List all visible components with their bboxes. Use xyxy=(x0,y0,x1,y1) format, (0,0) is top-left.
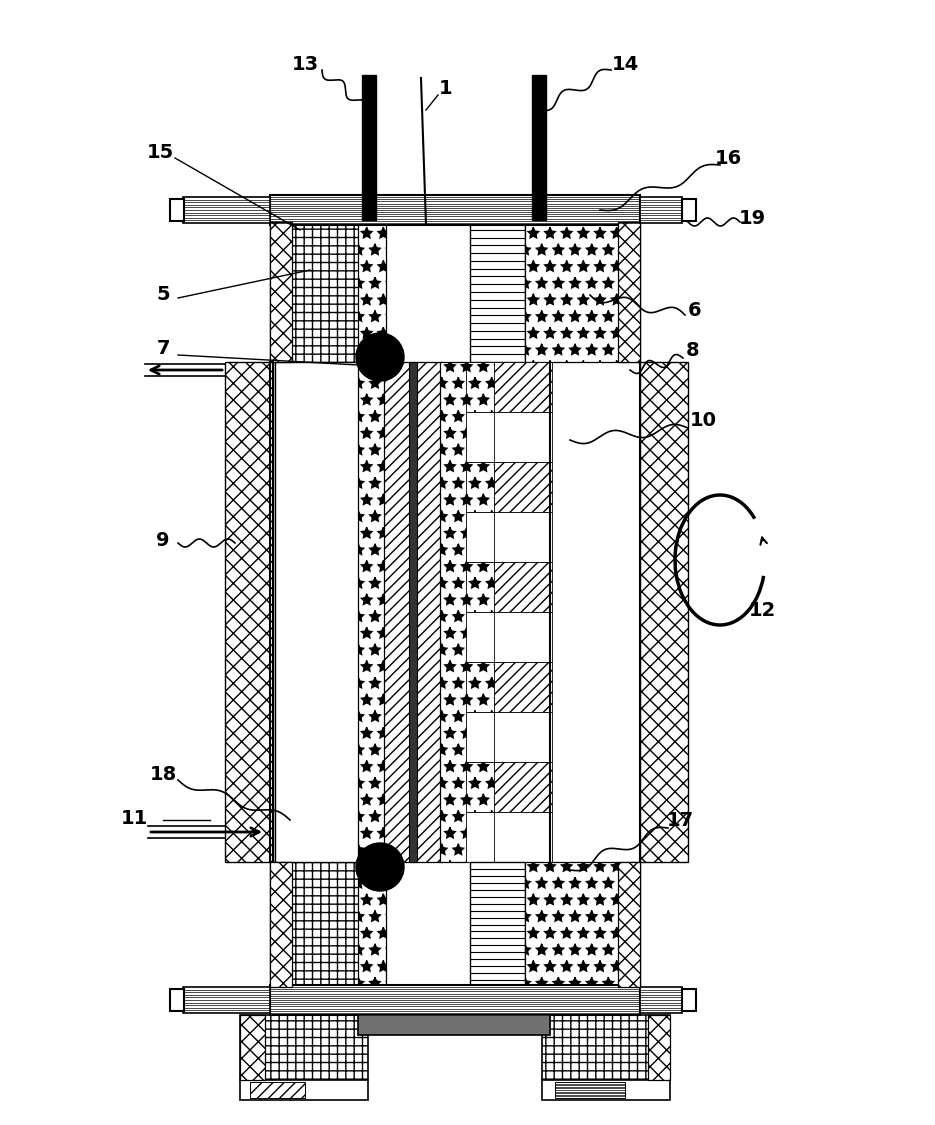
Bar xyxy=(270,986,640,1015)
Bar xyxy=(466,712,496,762)
Bar xyxy=(170,989,184,1011)
Bar xyxy=(648,1015,670,1080)
Bar xyxy=(358,1015,550,1035)
Bar xyxy=(183,197,270,223)
Bar xyxy=(466,412,496,462)
Bar xyxy=(270,862,292,987)
Bar xyxy=(240,1080,368,1100)
Bar xyxy=(618,862,640,987)
Circle shape xyxy=(356,843,404,891)
Bar xyxy=(358,222,386,362)
Bar xyxy=(494,512,552,562)
Bar xyxy=(270,362,273,862)
Text: 16: 16 xyxy=(714,148,741,168)
Bar xyxy=(494,562,552,612)
Text: 11: 11 xyxy=(121,809,148,828)
Text: 10: 10 xyxy=(690,411,717,430)
Bar xyxy=(494,412,552,462)
Bar xyxy=(494,362,552,412)
Bar xyxy=(240,1015,368,1080)
Bar xyxy=(555,1082,625,1098)
Text: 1: 1 xyxy=(439,79,453,98)
Bar xyxy=(494,712,552,762)
Bar xyxy=(240,1015,265,1080)
Bar xyxy=(466,662,496,712)
Text: 12: 12 xyxy=(748,601,776,620)
Bar xyxy=(640,987,682,1012)
Text: 7: 7 xyxy=(156,339,170,358)
Bar xyxy=(225,362,273,862)
Bar xyxy=(358,862,386,987)
Bar xyxy=(542,1015,670,1080)
Bar xyxy=(270,222,292,362)
Bar xyxy=(470,222,525,362)
Bar xyxy=(170,199,184,221)
Bar xyxy=(532,75,546,220)
Bar xyxy=(494,812,552,862)
Bar xyxy=(466,612,496,661)
Bar xyxy=(270,195,640,225)
Text: 8: 8 xyxy=(686,341,699,360)
Bar xyxy=(542,1080,670,1100)
Bar xyxy=(183,987,270,1012)
Text: 9: 9 xyxy=(156,531,170,549)
Bar xyxy=(470,862,525,987)
Bar xyxy=(440,362,468,862)
Bar xyxy=(466,462,496,512)
Bar xyxy=(466,812,496,862)
Bar xyxy=(270,222,360,362)
Text: 6: 6 xyxy=(688,300,702,319)
Bar xyxy=(409,362,417,862)
Bar xyxy=(362,75,376,220)
Bar xyxy=(640,362,688,862)
Bar xyxy=(270,862,360,987)
Bar xyxy=(250,1082,305,1098)
Bar xyxy=(494,762,552,812)
Circle shape xyxy=(356,333,404,381)
Bar xyxy=(494,462,552,512)
Bar xyxy=(682,989,696,1011)
Text: 15: 15 xyxy=(147,143,174,162)
Bar xyxy=(682,199,696,221)
Text: 17: 17 xyxy=(667,810,694,829)
Text: 18: 18 xyxy=(150,765,177,784)
Text: 5: 5 xyxy=(156,286,170,305)
Bar xyxy=(525,862,640,987)
Bar xyxy=(494,662,552,712)
Bar xyxy=(466,512,496,562)
Bar xyxy=(494,612,552,661)
Bar xyxy=(466,562,496,612)
Text: 14: 14 xyxy=(611,55,639,74)
Bar xyxy=(525,222,640,362)
Text: 19: 19 xyxy=(739,208,766,227)
Bar xyxy=(640,197,682,223)
Text: 13: 13 xyxy=(292,55,319,74)
Bar xyxy=(384,362,442,862)
Bar xyxy=(466,362,496,412)
Bar xyxy=(358,362,386,862)
Bar xyxy=(618,222,640,362)
Bar xyxy=(466,762,496,812)
